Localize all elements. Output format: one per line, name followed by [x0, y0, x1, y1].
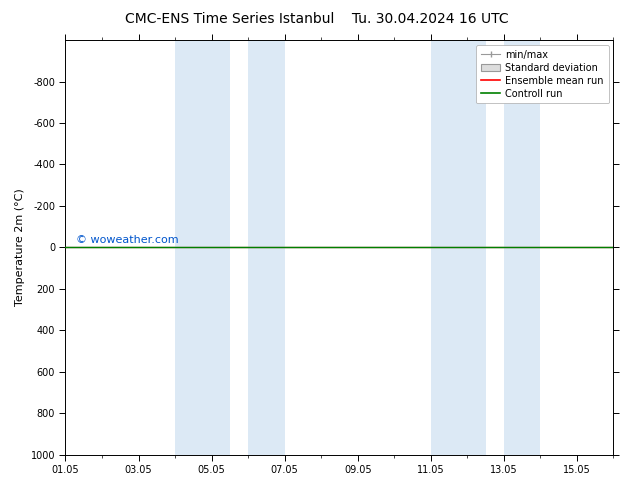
Bar — [430, 40, 486, 455]
Bar — [504, 40, 540, 455]
Text: CMC-ENS Time Series Istanbul    Tu. 30.04.2024 16 UTC: CMC-ENS Time Series Istanbul Tu. 30.04.2… — [125, 12, 509, 26]
Bar — [175, 40, 230, 455]
Bar — [248, 40, 285, 455]
Text: © woweather.com: © woweather.com — [77, 235, 179, 245]
Legend: min/max, Standard deviation, Ensemble mean run, Controll run: min/max, Standard deviation, Ensemble me… — [476, 45, 609, 103]
Y-axis label: Temperature 2m (°C): Temperature 2m (°C) — [15, 189, 25, 306]
